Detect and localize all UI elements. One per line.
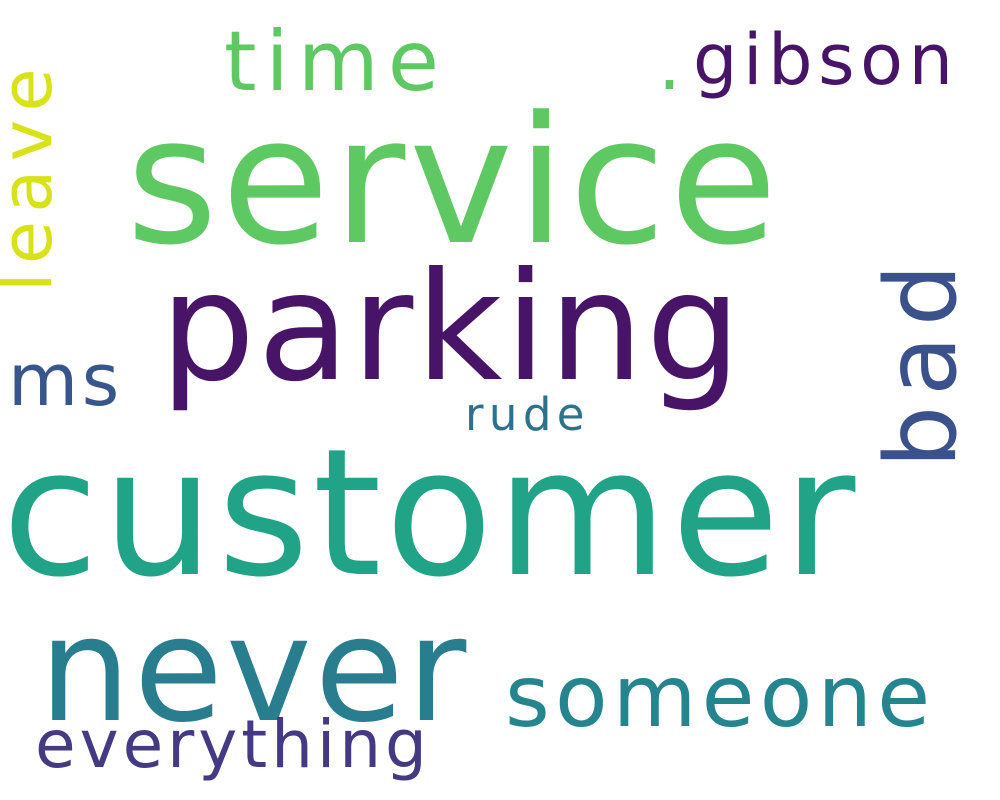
word-dot: . — [658, 22, 687, 106]
word-rude: rude — [465, 388, 590, 441]
word-gibson: gibson — [693, 19, 959, 101]
word-someone: someone — [505, 647, 936, 747]
word-never: never — [39, 586, 470, 755]
word-bad: bad — [864, 254, 979, 468]
word-service: service — [126, 79, 782, 284]
word-ms: ms — [8, 338, 123, 422]
word-time: time — [224, 13, 449, 110]
word-everything: everything — [35, 706, 431, 783]
word-customer: customer — [2, 411, 859, 616]
word-parking: parking — [160, 241, 744, 415]
word-leave: leave — [0, 60, 68, 292]
